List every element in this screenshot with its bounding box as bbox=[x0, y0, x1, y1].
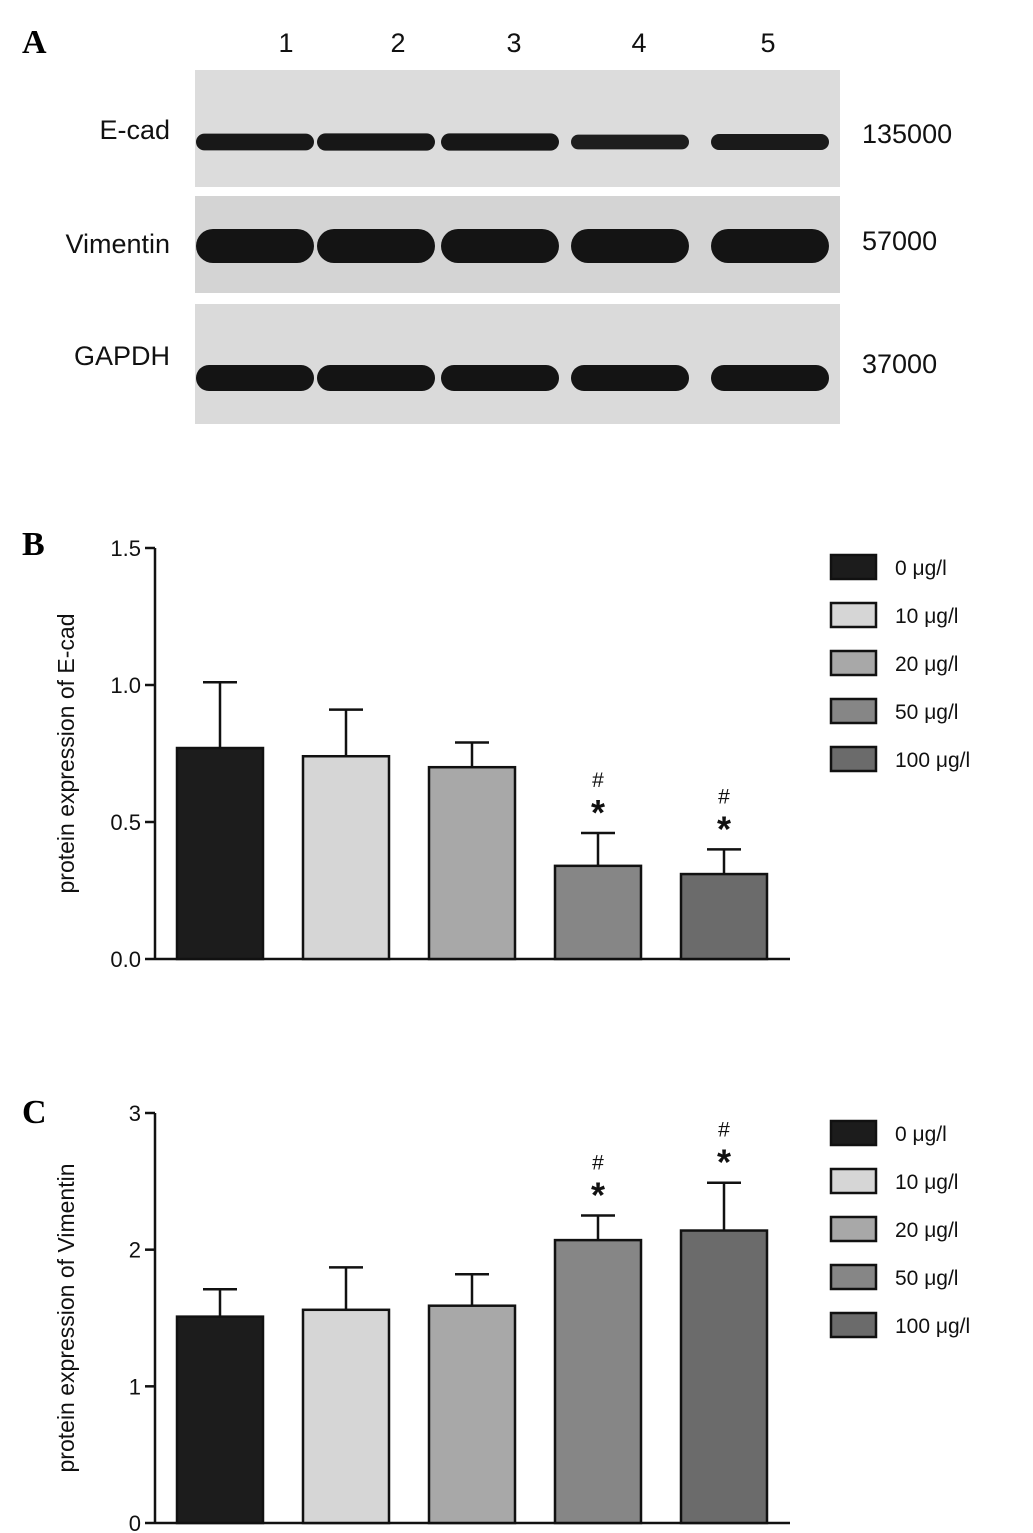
legend-swatch bbox=[829, 697, 878, 725]
legend-swatch bbox=[829, 601, 878, 629]
y-tick-label: 2 bbox=[129, 1238, 141, 1263]
y-tick-label: 1 bbox=[129, 1374, 141, 1399]
blot-protein-label: Vimentin bbox=[65, 229, 170, 259]
lane-label: 5 bbox=[760, 28, 775, 58]
bar bbox=[679, 872, 769, 961]
legend-label: 50 μg/l bbox=[895, 1267, 958, 1290]
blot-band bbox=[196, 365, 314, 391]
blot-band bbox=[196, 229, 314, 263]
panel-letter-c: C bbox=[22, 1094, 47, 1131]
blot-strip bbox=[195, 304, 840, 424]
y-tick-label: 0.5 bbox=[110, 810, 141, 835]
bar bbox=[175, 746, 265, 961]
western-blot-panel: 1 2 3 4 5 E-cad 135000 Vimentin 57000 GAPDH 37000 bbox=[65, 28, 952, 424]
legend-label: 10 μg/l bbox=[895, 605, 958, 628]
bar bbox=[427, 1304, 517, 1525]
significance-asterisk: * bbox=[717, 808, 731, 849]
blot-protein-label: E-cad bbox=[99, 115, 170, 145]
y-tick-label: 1.5 bbox=[110, 536, 141, 561]
bar bbox=[553, 1238, 643, 1525]
bar bbox=[301, 1308, 391, 1525]
legend-label: 50 μg/l bbox=[895, 701, 958, 724]
significance-asterisk: * bbox=[591, 1175, 605, 1216]
legend-label: 20 μg/l bbox=[895, 1219, 958, 1242]
y-tick-label: 0.0 bbox=[110, 947, 141, 972]
panel-letter-b: B bbox=[22, 526, 45, 563]
legend-label: 0 μg/l bbox=[895, 557, 947, 580]
blot-mw-label: 57000 bbox=[862, 226, 937, 256]
legend-swatch bbox=[829, 1167, 878, 1195]
legend-label: 10 μg/l bbox=[895, 1171, 958, 1194]
bar bbox=[427, 765, 517, 961]
blot-band bbox=[711, 365, 829, 391]
legend-swatch bbox=[829, 745, 878, 773]
legend-swatch bbox=[829, 1311, 878, 1339]
bar bbox=[301, 754, 391, 961]
blot-band bbox=[441, 133, 559, 151]
lane-label: 3 bbox=[506, 28, 521, 58]
lane-label: 2 bbox=[390, 28, 405, 58]
blot-band bbox=[571, 134, 689, 150]
blot-mw-label: 135000 bbox=[862, 119, 952, 149]
legend-label: 100 μg/l bbox=[895, 749, 970, 772]
blot-band bbox=[441, 365, 559, 391]
y-tick-label: 1.0 bbox=[110, 673, 141, 698]
significance-hash: # bbox=[592, 1152, 604, 1175]
significance-hash: # bbox=[592, 769, 604, 792]
blot-mw-label: 37000 bbox=[862, 349, 937, 379]
y-axis-label: protein expression of E-cad bbox=[53, 614, 79, 894]
significance-asterisk: * bbox=[717, 1142, 731, 1183]
lane-label: 1 bbox=[278, 28, 293, 58]
blot-band bbox=[711, 134, 829, 150]
significance-hash: # bbox=[718, 785, 730, 808]
y-tick-label: 0 bbox=[129, 1511, 141, 1533]
bar bbox=[175, 1315, 265, 1525]
legend-label: 100 μg/l bbox=[895, 1315, 970, 1338]
legend-swatch bbox=[829, 1215, 878, 1243]
significance-asterisk: * bbox=[591, 792, 605, 833]
blot-band bbox=[571, 365, 689, 391]
blot-band bbox=[317, 229, 435, 263]
blot-band bbox=[441, 229, 559, 263]
panel-letter-a: A bbox=[22, 24, 47, 61]
legend-label: 20 μg/l bbox=[895, 653, 958, 676]
significance-hash: # bbox=[718, 1119, 730, 1142]
blot-band bbox=[317, 365, 435, 391]
y-tick-label: 3 bbox=[129, 1101, 141, 1126]
legend-swatch bbox=[829, 649, 878, 677]
y-axis-label: protein expression of Vimentin bbox=[53, 1164, 79, 1473]
lane-label: 4 bbox=[631, 28, 646, 58]
legend-swatch bbox=[829, 1263, 878, 1291]
blot-band bbox=[317, 133, 435, 151]
blot-strip bbox=[195, 70, 840, 187]
bar bbox=[679, 1229, 769, 1525]
blot-band bbox=[196, 133, 314, 151]
legend-label: 0 μg/l bbox=[895, 1123, 947, 1146]
legend-swatch bbox=[829, 1119, 878, 1147]
blot-protein-label: GAPDH bbox=[74, 341, 170, 371]
blot-band bbox=[571, 229, 689, 263]
legend-swatch bbox=[829, 553, 878, 581]
bar bbox=[553, 864, 643, 961]
blot-band bbox=[711, 229, 829, 263]
